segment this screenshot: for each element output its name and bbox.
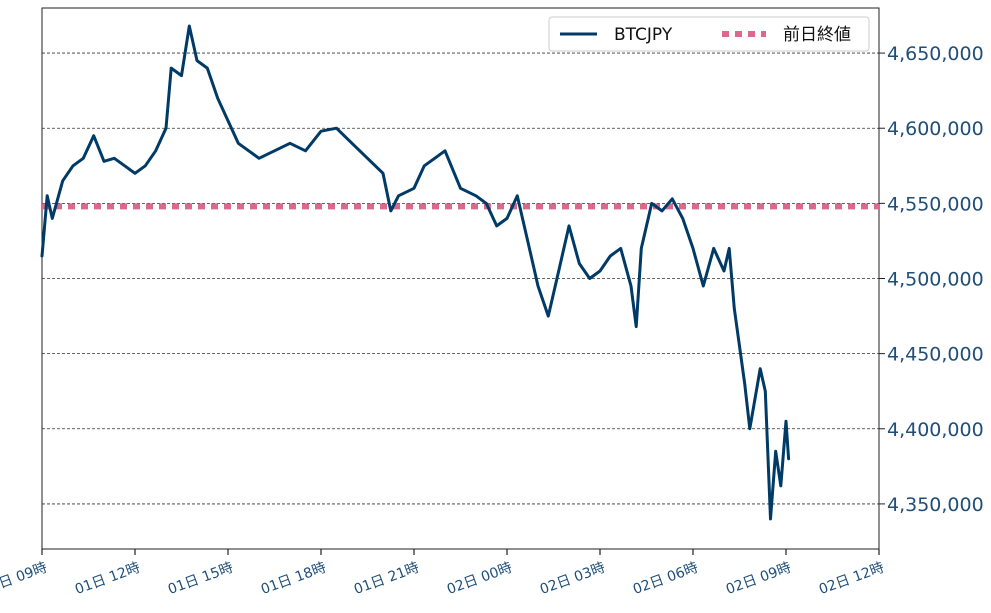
y-axis-ticks: 4,350,000 4,400,000 4,450,000 4,500,000 4,55… bbox=[879, 43, 984, 516]
y-tick-label: 4,350,000 bbox=[887, 494, 984, 516]
legend-label-previous-close: 前日終値 bbox=[783, 25, 851, 45]
x-tick-label: 01日 18時 bbox=[259, 560, 328, 598]
x-tick-label: 01日 21時 bbox=[352, 560, 421, 598]
y-tick-label: 4,650,000 bbox=[887, 43, 984, 65]
x-tick-label: 02日 06時 bbox=[631, 560, 700, 598]
x-tick-label: 02日 09時 bbox=[724, 560, 793, 598]
x-tick-label: 01日 09時 bbox=[0, 560, 49, 598]
y-tick-label: 4,550,000 bbox=[887, 193, 984, 215]
x-tick-label: 02日 03時 bbox=[538, 560, 607, 598]
legend-box bbox=[548, 16, 870, 52]
x-tick-label: 01日 12時 bbox=[73, 560, 142, 598]
legend: BTCJPY 前日終値 bbox=[548, 16, 870, 52]
y-tick-label: 4,400,000 bbox=[887, 419, 984, 441]
x-tick-label: 02日 12時 bbox=[817, 560, 886, 598]
series-layer bbox=[40, 24, 879, 521]
legend-label-btcjpy: BTCJPY bbox=[614, 25, 673, 45]
y-tick-label: 4,450,000 bbox=[887, 344, 984, 366]
x-tick-label: 01日 15時 bbox=[166, 560, 235, 598]
y-tick-label: 4,500,000 bbox=[887, 269, 984, 291]
x-tick-label: 02日 00時 bbox=[445, 560, 514, 598]
y-tick-label: 4,600,000 bbox=[887, 118, 984, 140]
x-axis-ticks: 01日 09時 01日 12時 01日 15時 01日 18時 01日 21時 02日 0… bbox=[0, 549, 886, 598]
btcjpy-line bbox=[40, 24, 791, 521]
